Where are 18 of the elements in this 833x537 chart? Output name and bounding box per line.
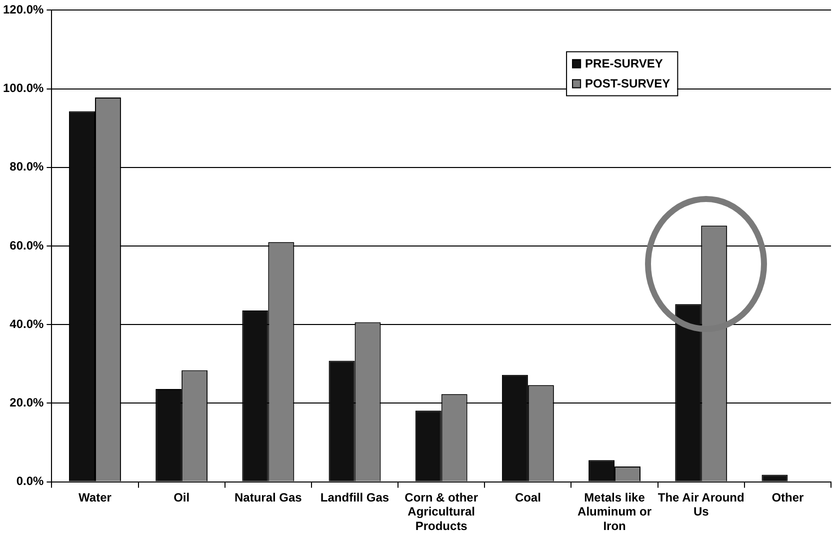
legend-label: POST-SURVEY: [585, 76, 670, 91]
x-tick-label: Corn & other Agricultural Products: [404, 490, 478, 534]
y-tick-label: 20.0%: [10, 396, 44, 410]
legend-label: PRE-SURVEY: [585, 56, 663, 71]
y-tick-label: 100.0%: [2, 81, 44, 96]
x-tick-label: Other: [772, 490, 804, 504]
x-tick-label: Oil: [174, 490, 190, 504]
y-tick-label: 0.0%: [16, 474, 44, 488]
y-tick-label: 60.0%: [10, 238, 44, 252]
x-tick-label: Natural Gas: [234, 490, 302, 504]
x-tick-label: Metals like Aluminum or Iron: [578, 490, 652, 534]
x-tick-label: Water: [78, 490, 112, 504]
y-tick-label: 120.0%: [2, 2, 44, 17]
y-tick-label: 80.0%: [10, 160, 44, 174]
x-tick-label: Coal: [514, 490, 541, 504]
x-tick-label: Landfill Gas: [320, 490, 390, 504]
x-tick-label: The Air Around Us: [658, 490, 744, 519]
y-tick-label: 40.0%: [10, 316, 44, 331]
